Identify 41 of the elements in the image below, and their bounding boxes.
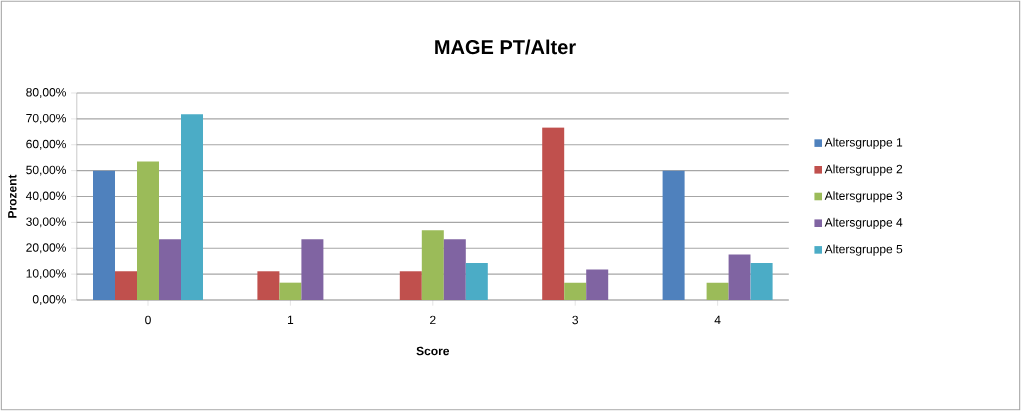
y-tick-label: 80,00% bbox=[26, 88, 66, 98]
bar bbox=[564, 282, 587, 300]
bar bbox=[257, 271, 280, 300]
chart-title: MAGE PT/Alter bbox=[435, 39, 576, 55]
x-tick-label: 2 bbox=[430, 315, 436, 325]
bar bbox=[181, 114, 203, 300]
x-tick-label: 1 bbox=[287, 315, 294, 324]
x-tick-label: 0 bbox=[145, 315, 151, 325]
bar bbox=[586, 269, 609, 300]
bar bbox=[301, 239, 324, 300]
y-tick-label: 10,00% bbox=[26, 269, 66, 280]
legend-label: Altersgruppe 1 bbox=[824, 137, 903, 149]
y-tick-label: 70,00% bbox=[26, 113, 66, 124]
bar bbox=[399, 271, 422, 300]
x-tick-label: 3 bbox=[572, 315, 579, 325]
legend-label: Altersgruppe 4 bbox=[824, 217, 903, 230]
bar bbox=[443, 239, 466, 300]
bar bbox=[706, 282, 729, 300]
bar bbox=[465, 263, 488, 300]
bar bbox=[159, 239, 181, 300]
legend-label: Altersgruppe 3 bbox=[824, 191, 903, 203]
bar bbox=[115, 271, 137, 300]
legend-label: Altersgruppe 5 bbox=[824, 244, 903, 256]
bar bbox=[542, 127, 565, 300]
y-tick-label: 20,00% bbox=[26, 243, 66, 254]
y-tick-label: 50,00% bbox=[26, 165, 66, 176]
y-tick-label: 0,00% bbox=[32, 295, 66, 305]
x-tick-label: 4 bbox=[714, 315, 721, 324]
bar bbox=[728, 254, 751, 300]
bar bbox=[662, 170, 685, 300]
y-tick-label: 30,00% bbox=[26, 217, 66, 228]
bar bbox=[279, 282, 302, 300]
bar bbox=[137, 161, 159, 300]
bar bbox=[93, 170, 115, 300]
bar bbox=[750, 263, 773, 300]
y-tick-label: 60,00% bbox=[26, 139, 66, 150]
legend-label: Altersgruppe 2 bbox=[824, 164, 903, 176]
x-axis-title: Score bbox=[416, 346, 450, 356]
bar bbox=[421, 230, 444, 300]
y-axis-title: Prozent bbox=[8, 174, 17, 218]
y-tick-label: 40,00% bbox=[25, 191, 66, 202]
